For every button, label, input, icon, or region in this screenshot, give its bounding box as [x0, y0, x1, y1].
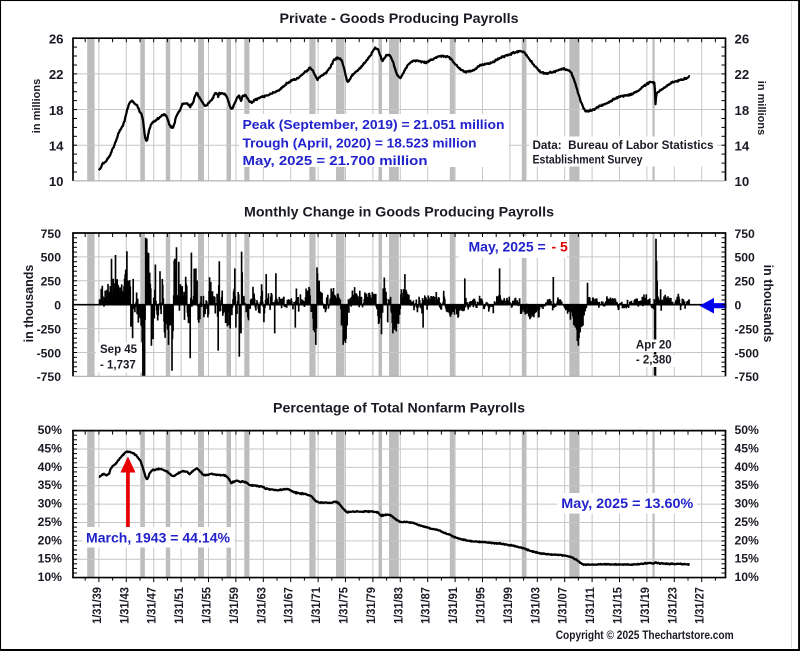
svg-text:10%: 10%	[735, 570, 760, 584]
svg-text:750: 750	[735, 227, 756, 241]
svg-text:1/31/55: 1/31/55	[202, 587, 214, 624]
svg-text:14: 14	[735, 139, 750, 154]
svg-text:1/31/11: 1/31/11	[585, 587, 597, 624]
svg-text:1/31/59: 1/31/59	[229, 587, 241, 624]
svg-text:Private - Goods Producing Payr: Private - Goods Producing Payrolls	[280, 10, 519, 26]
svg-text:25%: 25%	[38, 515, 63, 529]
svg-text:250: 250	[735, 275, 756, 289]
svg-text:-250: -250	[37, 322, 62, 336]
svg-text:1/31/43: 1/31/43	[119, 587, 131, 624]
svg-text:1/31/87: 1/31/87	[421, 587, 433, 624]
svg-text:1/31/51: 1/31/51	[174, 587, 186, 624]
svg-text:0: 0	[735, 299, 742, 313]
svg-text:1/31/63: 1/31/63	[256, 587, 268, 624]
svg-text:in millions: in millions	[755, 81, 767, 135]
svg-text:-500: -500	[37, 346, 62, 360]
svg-text:1/31/79: 1/31/79	[366, 587, 378, 624]
svg-text:1/31/95: 1/31/95	[476, 587, 488, 624]
svg-text:1/31/71: 1/31/71	[311, 587, 323, 624]
svg-text:0: 0	[54, 299, 61, 313]
svg-text:15%: 15%	[735, 552, 760, 566]
svg-text:1/31/39: 1/31/39	[92, 587, 104, 624]
svg-text:15%: 15%	[38, 552, 63, 566]
svg-text:20%: 20%	[38, 533, 63, 547]
svg-text:1/31/07: 1/31/07	[558, 587, 570, 624]
svg-text:- 2,380: - 2,380	[636, 355, 672, 367]
svg-text:45%: 45%	[735, 442, 760, 456]
svg-text:18: 18	[49, 103, 64, 118]
svg-text:1/31/75: 1/31/75	[339, 587, 351, 624]
svg-text:1/31/67: 1/31/67	[284, 587, 296, 624]
svg-text:Peak (September, 2019) = 21.05: Peak (September, 2019) = 21.051 million	[243, 117, 505, 132]
svg-text:45%: 45%	[38, 442, 63, 456]
svg-text:March, 1943 = 44.14%: March, 1943 = 44.14%	[86, 529, 231, 545]
svg-text:May, 2025 = 13.60%: May, 2025 = 13.60%	[561, 495, 694, 511]
svg-text:26: 26	[49, 32, 64, 47]
svg-text:10: 10	[735, 174, 750, 189]
svg-text:Data: Bureau of Labor Statist: Data: Bureau of Labor Statistics	[533, 138, 714, 152]
svg-text:Monthly Change in Goods Produc: Monthly Change in Goods Producing Payrol…	[244, 204, 554, 220]
svg-text:-750: -750	[37, 370, 62, 384]
svg-text:- 5: - 5	[552, 239, 569, 255]
svg-text:in thousands: in thousands	[22, 265, 36, 343]
svg-text:1/31/83: 1/31/83	[393, 587, 405, 624]
svg-text:Establishment Survey: Establishment Survey	[533, 152, 643, 166]
svg-text:50%: 50%	[735, 423, 760, 437]
svg-text:Copyright © 2025 Thechartstore: Copyright © 2025 Thechartstore.com	[556, 630, 734, 642]
svg-text:40%: 40%	[735, 460, 760, 474]
svg-text:May, 2025 =: May, 2025 =	[469, 239, 546, 255]
svg-text:Sep 45: Sep 45	[100, 344, 138, 356]
svg-text:500: 500	[41, 251, 62, 265]
svg-text:1/31/19: 1/31/19	[640, 587, 652, 624]
svg-text:May, 2025 = 21.700 million: May, 2025 = 21.700 million	[243, 153, 428, 168]
svg-text:1/31/03: 1/31/03	[530, 587, 542, 624]
svg-text:1/31/15: 1/31/15	[613, 587, 625, 624]
svg-text:50%: 50%	[38, 423, 63, 437]
svg-text:250: 250	[41, 275, 62, 289]
svg-text:500: 500	[735, 251, 756, 265]
svg-text:-750: -750	[735, 370, 760, 384]
svg-text:in thousands: in thousands	[761, 265, 775, 343]
svg-text:35%: 35%	[38, 478, 63, 492]
svg-text:40%: 40%	[38, 460, 63, 474]
svg-text:Apr 20: Apr 20	[636, 340, 672, 352]
svg-text:35%: 35%	[735, 478, 760, 492]
svg-text:in millions: in millions	[31, 79, 43, 133]
svg-text:30%: 30%	[735, 497, 760, 511]
svg-text:1/31/99: 1/31/99	[503, 587, 515, 624]
svg-text:-250: -250	[735, 322, 760, 336]
svg-text:18: 18	[735, 103, 750, 118]
svg-text:22: 22	[735, 67, 750, 82]
svg-text:25%: 25%	[735, 515, 760, 529]
svg-text:1/31/47: 1/31/47	[147, 587, 159, 624]
svg-text:Percentage of Total Nonfarm Pa: Percentage of Total Nonfarm Payrolls	[273, 400, 525, 416]
svg-text:1/31/27: 1/31/27	[695, 587, 707, 624]
svg-text:- 1,737: - 1,737	[100, 360, 136, 372]
svg-text:750: 750	[41, 227, 62, 241]
svg-text:22: 22	[49, 67, 64, 82]
svg-text:20%: 20%	[735, 533, 760, 547]
svg-text:Trough (April, 2020) = 18.523: Trough (April, 2020) = 18.523 million	[243, 135, 477, 150]
svg-text:30%: 30%	[38, 497, 63, 511]
svg-text:14: 14	[49, 139, 64, 154]
svg-text:10: 10	[49, 174, 64, 189]
svg-text:26: 26	[735, 32, 750, 47]
svg-text:1/31/23: 1/31/23	[667, 587, 679, 624]
svg-text:10%: 10%	[38, 570, 63, 584]
svg-text:1/31/91: 1/31/91	[448, 587, 460, 624]
svg-text:-500: -500	[735, 346, 760, 360]
